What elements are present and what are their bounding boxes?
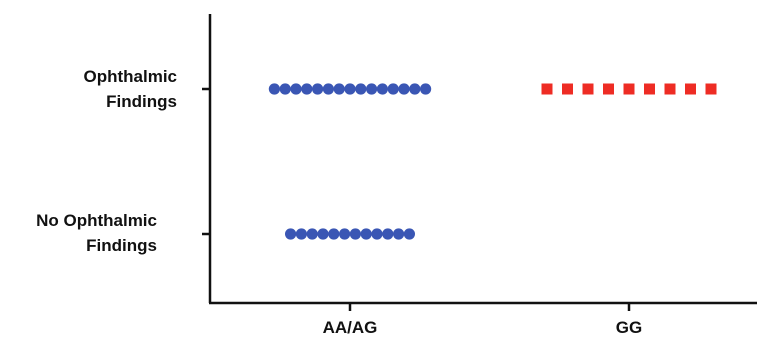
data-point: [366, 83, 378, 95]
data-point: [376, 83, 388, 95]
axes: [202, 14, 757, 311]
data-point: [295, 228, 307, 240]
data-point: [290, 83, 302, 95]
data-point: [355, 83, 367, 95]
y-tick-label-line: Ophthalmic: [83, 67, 177, 86]
y-tick-label-line: Findings: [86, 236, 157, 255]
data-point: [664, 83, 676, 95]
data-point: [562, 83, 573, 95]
data-point: [705, 83, 717, 95]
data-point: [603, 83, 614, 95]
data-point: [349, 228, 361, 240]
data-point: [285, 228, 297, 240]
data-point: [371, 228, 383, 240]
data-point: [306, 228, 318, 240]
data-point: [398, 83, 410, 95]
data-points: [268, 83, 717, 240]
y-tick-label-ophthalmic-findings: Ophthalmic Findings: [83, 67, 177, 111]
data-point: [317, 228, 329, 240]
data-point: [403, 228, 415, 240]
data-point: [420, 83, 432, 95]
data-point: [279, 83, 291, 95]
data-point: [387, 83, 399, 95]
y-tick-label-line: Findings: [106, 92, 177, 111]
y-tick-label-line: No Ophthalmic: [36, 211, 157, 230]
data-point: [582, 83, 594, 95]
data-point: [623, 83, 635, 95]
data-point: [409, 83, 421, 95]
x-tick-label-aa-ag: AA/AG: [323, 318, 378, 337]
data-point: [312, 83, 324, 95]
data-point: [685, 83, 696, 95]
data-point: [301, 83, 313, 95]
data-point: [268, 83, 280, 95]
data-point: [344, 83, 356, 95]
y-tick-label-no-ophthalmic-findings: No Ophthalmic Findings: [36, 211, 157, 255]
data-point: [322, 83, 334, 95]
data-point: [360, 228, 372, 240]
data-point: [328, 228, 340, 240]
data-point: [541, 83, 553, 95]
data-point: [339, 228, 351, 240]
data-point: [333, 83, 345, 95]
x-tick-label-gg: GG: [616, 318, 642, 337]
data-point: [644, 83, 655, 95]
data-point: [382, 228, 394, 240]
data-point: [393, 228, 405, 240]
